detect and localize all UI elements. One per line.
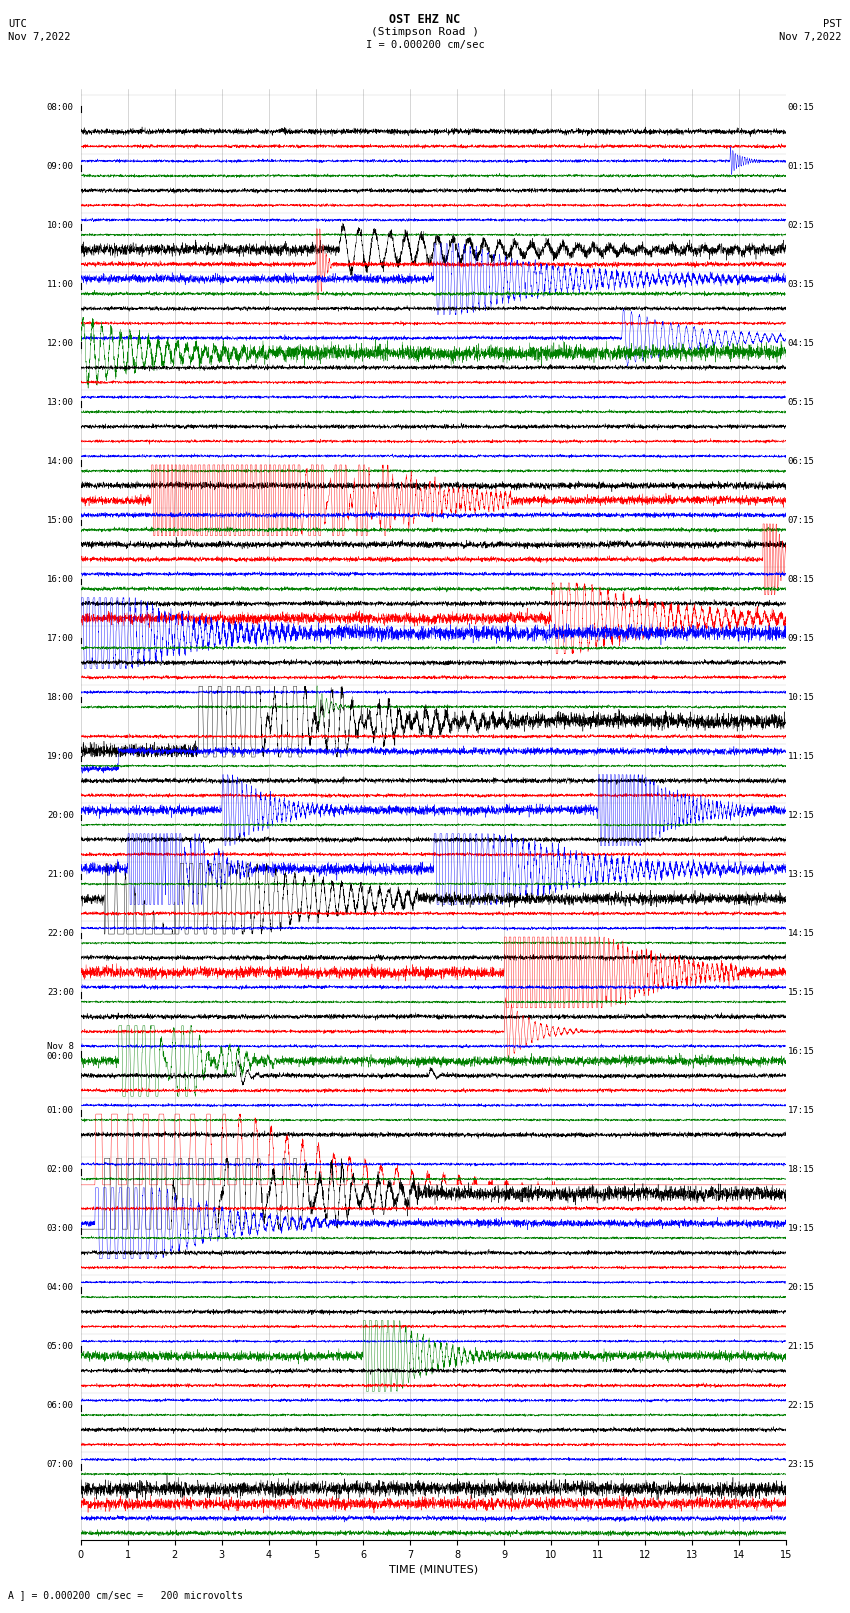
Text: (Stimpson Road ): (Stimpson Road ) — [371, 27, 479, 37]
Text: Nov 7,2022: Nov 7,2022 — [779, 32, 842, 42]
Text: 06:15: 06:15 — [788, 456, 814, 466]
Text: 21:00: 21:00 — [47, 871, 74, 879]
Text: Nov 8
00:00: Nov 8 00:00 — [47, 1042, 74, 1061]
Text: 13:00: 13:00 — [47, 398, 74, 406]
Text: 16:00: 16:00 — [47, 576, 74, 584]
Text: 00:15: 00:15 — [788, 103, 814, 111]
Text: 17:15: 17:15 — [788, 1107, 814, 1115]
Text: I = 0.000200 cm/sec: I = 0.000200 cm/sec — [366, 40, 484, 50]
Text: 10:00: 10:00 — [47, 221, 74, 231]
Text: 07:15: 07:15 — [788, 516, 814, 526]
Text: 10:15: 10:15 — [788, 694, 814, 702]
Text: A ] = 0.000200 cm/sec =   200 microvolts: A ] = 0.000200 cm/sec = 200 microvolts — [8, 1590, 243, 1600]
Text: 05:15: 05:15 — [788, 398, 814, 406]
Text: 03:15: 03:15 — [788, 281, 814, 289]
Text: 03:00: 03:00 — [47, 1224, 74, 1234]
Text: 09:15: 09:15 — [788, 634, 814, 644]
Text: 07:00: 07:00 — [47, 1460, 74, 1469]
Text: 05:00: 05:00 — [47, 1342, 74, 1352]
Text: 01:00: 01:00 — [47, 1107, 74, 1115]
Text: 04:15: 04:15 — [788, 339, 814, 348]
Text: 01:15: 01:15 — [788, 163, 814, 171]
Text: 14:15: 14:15 — [788, 929, 814, 939]
Text: 11:00: 11:00 — [47, 281, 74, 289]
Text: 23:00: 23:00 — [47, 989, 74, 997]
Text: 22:00: 22:00 — [47, 929, 74, 939]
Text: UTC: UTC — [8, 19, 27, 29]
Text: 19:15: 19:15 — [788, 1224, 814, 1234]
Text: 04:00: 04:00 — [47, 1284, 74, 1292]
Text: 12:15: 12:15 — [788, 811, 814, 821]
Text: 22:15: 22:15 — [788, 1402, 814, 1410]
Text: 15:00: 15:00 — [47, 516, 74, 526]
Text: 14:00: 14:00 — [47, 456, 74, 466]
Text: 20:15: 20:15 — [788, 1284, 814, 1292]
Text: 21:15: 21:15 — [788, 1342, 814, 1352]
Text: 02:00: 02:00 — [47, 1165, 74, 1174]
Text: Nov 7,2022: Nov 7,2022 — [8, 32, 71, 42]
Text: 18:00: 18:00 — [47, 694, 74, 702]
X-axis label: TIME (MINUTES): TIME (MINUTES) — [389, 1565, 478, 1574]
Text: 02:15: 02:15 — [788, 221, 814, 231]
Text: OST EHZ NC: OST EHZ NC — [389, 13, 461, 26]
Text: 09:00: 09:00 — [47, 163, 74, 171]
Text: PST: PST — [823, 19, 842, 29]
Text: 19:00: 19:00 — [47, 752, 74, 761]
Text: 08:00: 08:00 — [47, 103, 74, 111]
Text: 11:15: 11:15 — [788, 752, 814, 761]
Text: 20:00: 20:00 — [47, 811, 74, 821]
Text: 06:00: 06:00 — [47, 1402, 74, 1410]
Text: 08:15: 08:15 — [788, 576, 814, 584]
Text: 12:00: 12:00 — [47, 339, 74, 348]
Text: 15:15: 15:15 — [788, 989, 814, 997]
Text: 13:15: 13:15 — [788, 871, 814, 879]
Text: 17:00: 17:00 — [47, 634, 74, 644]
Text: 18:15: 18:15 — [788, 1165, 814, 1174]
Text: 23:15: 23:15 — [788, 1460, 814, 1469]
Text: 16:15: 16:15 — [788, 1047, 814, 1057]
